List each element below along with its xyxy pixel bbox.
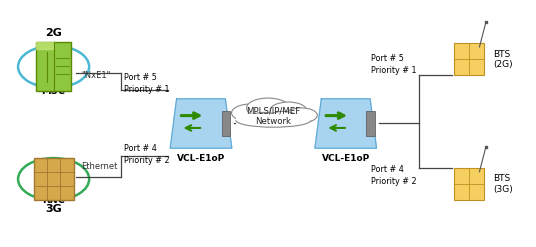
Text: 3G: 3G — [45, 204, 62, 214]
Text: Port # 5
Priority # 1: Port # 5 Priority # 1 — [124, 73, 170, 94]
Circle shape — [285, 108, 317, 123]
Text: BTS
(2G): BTS (2G) — [493, 50, 513, 69]
Text: VCL-E1oP: VCL-E1oP — [177, 154, 225, 163]
Text: RNC: RNC — [42, 195, 65, 205]
Circle shape — [268, 111, 298, 125]
Circle shape — [232, 104, 270, 122]
Text: VCL-E1oP: VCL-E1oP — [322, 154, 370, 163]
FancyBboxPatch shape — [367, 111, 375, 136]
FancyBboxPatch shape — [222, 111, 230, 136]
FancyBboxPatch shape — [236, 114, 311, 127]
FancyBboxPatch shape — [36, 42, 71, 91]
Text: Port # 4
Priority # 2: Port # 4 Priority # 2 — [371, 165, 416, 186]
FancyBboxPatch shape — [33, 158, 74, 200]
FancyBboxPatch shape — [454, 43, 484, 75]
Circle shape — [247, 98, 289, 118]
FancyBboxPatch shape — [454, 168, 484, 200]
Circle shape — [270, 102, 307, 119]
Text: Port # 5
Priority # 1: Port # 5 Priority # 1 — [371, 54, 416, 75]
Text: MSC: MSC — [42, 86, 65, 96]
Polygon shape — [170, 99, 232, 148]
Text: BTS
(3G): BTS (3G) — [493, 174, 513, 194]
Text: 2G: 2G — [45, 28, 62, 38]
Circle shape — [249, 112, 279, 126]
Text: Port # 4
Priority # 2: Port # 4 Priority # 2 — [124, 144, 170, 165]
Text: Ethernet: Ethernet — [81, 162, 118, 171]
Text: "NxE1": "NxE1" — [81, 71, 111, 80]
Text: MPLS/IP/MEF
Network: MPLS/IP/MEF Network — [246, 106, 301, 126]
Polygon shape — [315, 99, 376, 148]
